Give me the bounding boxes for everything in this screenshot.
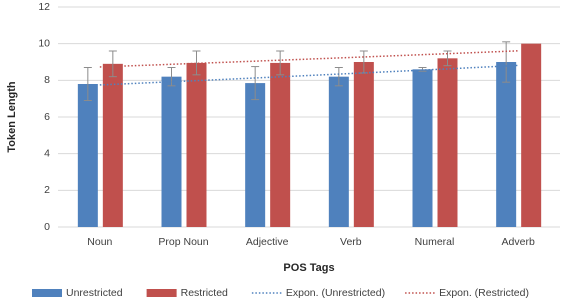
bar (521, 43, 542, 227)
bar (77, 84, 98, 227)
bar (412, 69, 433, 227)
bar (437, 58, 458, 228)
x-tick-label: Numeral (415, 236, 455, 248)
legend-label: Expon. (Unrestricted) (286, 287, 385, 299)
error-bar (334, 67, 343, 87)
error-bar (276, 50, 285, 76)
bar (496, 62, 517, 227)
y-tick-label: 8 (44, 74, 50, 86)
y-tick-label: 6 (44, 111, 50, 123)
legend-swatch (32, 289, 62, 297)
x-axis-title: POS Tags (283, 262, 334, 274)
y-tick-label: 12 (38, 1, 50, 13)
legend-label: Unrestricted (66, 287, 123, 299)
x-tick-label: Noun (87, 236, 112, 248)
bar (353, 62, 374, 227)
x-tick-label: Prop Noun (158, 236, 208, 248)
legend-swatch (146, 289, 177, 297)
error-bar (192, 50, 201, 76)
error-bar (83, 67, 92, 101)
y-tick-label: 0 (44, 221, 50, 233)
x-tick-label: Adverb (502, 236, 535, 248)
error-bar (108, 50, 117, 78)
y-tick-label: 10 (38, 37, 50, 49)
x-tick-label: Adjective (246, 236, 289, 248)
y-axis-title: Token Length (6, 81, 18, 153)
bar (245, 83, 266, 227)
bar (102, 63, 123, 228)
bar (161, 76, 182, 228)
legend-label: Restricted (181, 287, 228, 299)
error-bar (251, 66, 260, 101)
legend-label: Expon. (Restricted) (439, 287, 529, 299)
bar (270, 62, 291, 227)
bar (328, 76, 349, 228)
error-bar (167, 67, 176, 87)
x-tick-label: Verb (340, 236, 362, 248)
y-tick-label: 2 (44, 184, 50, 196)
y-tick-label: 4 (44, 147, 50, 159)
bar (186, 62, 207, 227)
error-bar (502, 41, 511, 83)
